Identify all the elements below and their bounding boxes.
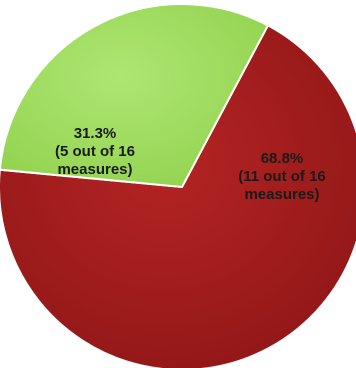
label-line: (5 out of 16 [55, 143, 135, 160]
slice-label-minority: 31.3% (5 out of 16 measures) [55, 125, 135, 178]
slice-label-majority: 68.8% (11 out of 16 measures) [238, 150, 326, 203]
label-line: measures) [57, 161, 132, 178]
pie-slices [0, 3, 356, 368]
slice-majority [0, 24, 356, 368]
label-line: (11 out of 16 [238, 168, 326, 185]
pie-labels: 68.8% (11 out of 16 measures)31.3% (5 out o… [55, 125, 326, 203]
label-line: measures) [244, 186, 319, 203]
label-line: 31.3% [74, 125, 117, 142]
slice-minority [0, 3, 270, 189]
label-line: 68.8% [261, 150, 304, 167]
